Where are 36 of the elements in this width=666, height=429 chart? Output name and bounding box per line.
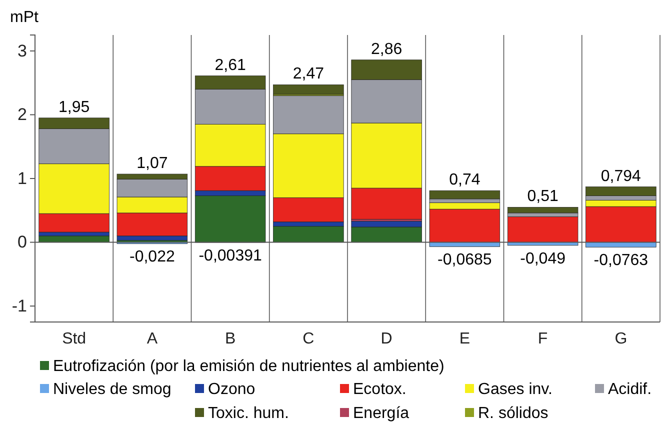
total-label: 1,07 xyxy=(136,155,168,172)
y-tick-label: 3 xyxy=(18,41,27,60)
data-label: -0,00391 xyxy=(198,248,262,265)
legend-label: Ozono xyxy=(208,381,256,398)
legend-label: Eutrofización (por la emisión de nutrientes al ambiente) xyxy=(53,358,444,375)
legend-label: Acidif. xyxy=(608,381,652,398)
legend-label: R. sólidos xyxy=(478,405,548,422)
data-label: -0,0763 xyxy=(594,252,648,270)
y-tick-label: 1 xyxy=(18,168,27,188)
legend-label: Gases inv. xyxy=(478,381,552,398)
y-tick-label: 2 xyxy=(18,105,27,124)
data-label: -0,0685 xyxy=(438,252,492,269)
total-label: 2,86 xyxy=(370,40,402,58)
total-label: 0,794 xyxy=(600,168,642,185)
x-tick-label: D xyxy=(380,330,392,348)
x-tick-label: A xyxy=(146,330,158,348)
total-label: 0,74 xyxy=(449,172,480,189)
x-tick-label: B xyxy=(224,330,236,348)
y-tick-label: -1 xyxy=(12,296,27,316)
x-tick-label: E xyxy=(459,330,470,348)
total-label: 1,95 xyxy=(58,98,90,116)
x-tick-label: G xyxy=(614,330,628,348)
total-label: 2,47 xyxy=(292,66,324,83)
total-label: 0,51 xyxy=(527,188,558,206)
x-tick-label: Std xyxy=(62,330,86,348)
legend-label: Energía xyxy=(353,405,410,422)
y-tick-label: 0 xyxy=(18,232,27,252)
legend-label: Niveles de smog xyxy=(53,381,172,398)
data-label: -0,049 xyxy=(520,250,566,268)
data-label: -0,022 xyxy=(130,248,175,266)
x-tick-label: C xyxy=(302,330,314,348)
y-axis-title: mPt xyxy=(10,9,39,26)
total-label: 2,61 xyxy=(214,56,246,74)
legend-label: Toxic. hum. xyxy=(208,405,289,422)
legend-label: Ecotox. xyxy=(353,381,406,398)
x-tick-label: F xyxy=(538,330,548,348)
